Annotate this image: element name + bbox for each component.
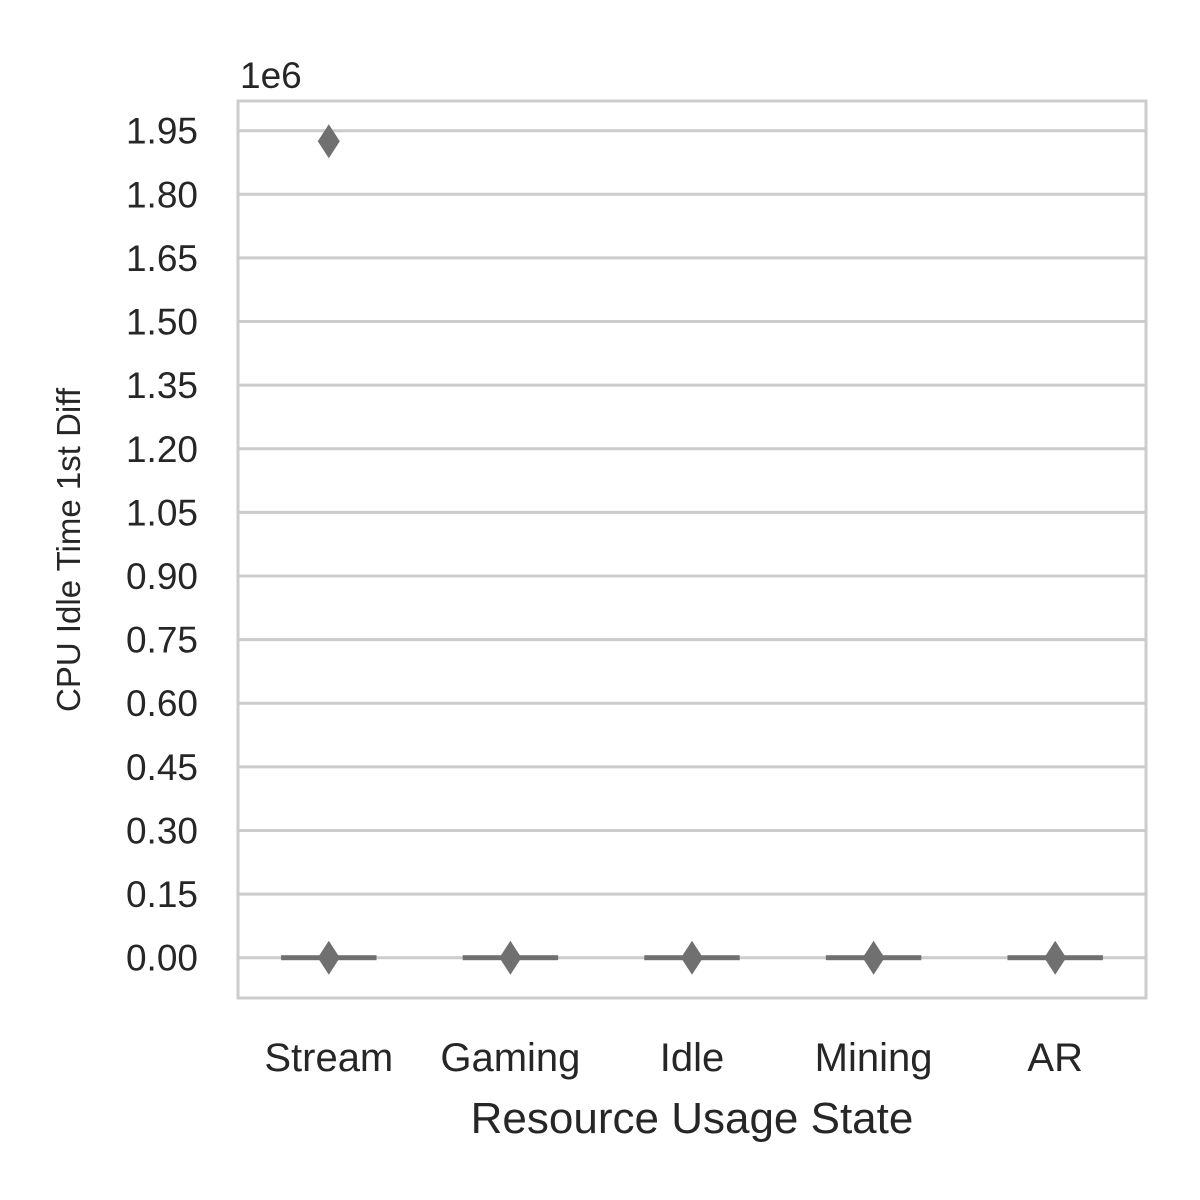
y-tick-labels: 0.00 0.15 0.30 0.45 0.60 0.75 0.90 1.05 1.20 1.35… (126, 111, 198, 979)
x-tick-label: Gaming (440, 1036, 580, 1080)
y-tick-label: 0.60 (126, 683, 198, 724)
y-tick-label: 0.15 (126, 874, 198, 915)
x-tick-label: Stream (264, 1036, 393, 1080)
x-tick-label: AR (1027, 1036, 1083, 1080)
y-tick-label: 1.35 (126, 365, 198, 406)
x-tick-label: Mining (815, 1036, 933, 1080)
y-tick-label: 0.45 (126, 747, 198, 788)
y-tick-label: 1.80 (126, 174, 198, 215)
y-tick-label: 1.05 (126, 492, 198, 533)
y-tick-label: 0.00 (126, 938, 198, 979)
y-tick-label: 0.75 (126, 620, 198, 661)
outlier-point (317, 940, 340, 975)
plot-frame (236, 99, 1148, 1000)
x-axis-label: Resource Usage State (471, 1094, 914, 1143)
box-ar (1007, 940, 1103, 975)
box-gaming (462, 940, 559, 975)
y-tick-label: 1.50 (126, 302, 198, 343)
outlier-point (1044, 940, 1067, 975)
x-tick-label: Idle (660, 1036, 725, 1080)
y-tick-label: 1.95 (126, 111, 198, 152)
outlier-point (499, 940, 522, 975)
box-stream (281, 124, 377, 975)
y-tick-label: 0.90 (126, 556, 198, 597)
y-tick-label: 1.65 (126, 238, 198, 279)
y-tick-label: 1.20 (126, 429, 198, 470)
box-idle (644, 940, 740, 975)
box-mining (825, 940, 922, 975)
outlier-point (681, 940, 703, 975)
outlier-point (862, 940, 885, 975)
y-axis-label: CPU Idle Time 1st Diff (50, 387, 87, 712)
y-tick-label: 0.30 (126, 810, 198, 851)
grid-lines (238, 129, 1146, 960)
offset-label: 1e6 (240, 55, 302, 96)
x-tick-labels: Stream Gaming Idle Mining AR (264, 1036, 1083, 1080)
outlier-point (317, 124, 340, 159)
box-plot-marks (281, 124, 1103, 975)
